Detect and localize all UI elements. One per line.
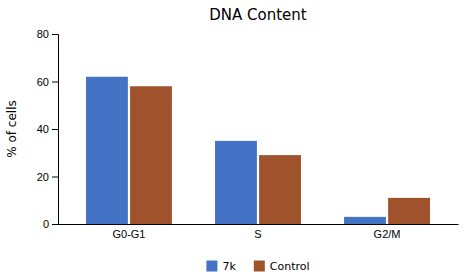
chart: 0 20 40 60 80 G0-G1 S G2/M DNA Content % of cells… <box>0 0 474 280</box>
bar <box>130 86 172 224</box>
x-tick-label: G2/M <box>374 228 401 240</box>
bar <box>388 198 430 224</box>
y-tick-mark <box>52 224 58 225</box>
y-tick: 0 <box>43 218 58 230</box>
legend-swatch <box>206 261 217 272</box>
y-tick: 40 <box>37 123 58 135</box>
y-tick: 20 <box>37 171 58 183</box>
y-axis-title: % of cells <box>5 100 19 158</box>
y-tick-label: 20 <box>37 171 49 183</box>
y-axis-line <box>52 35 59 225</box>
legend-label: Control <box>270 260 310 273</box>
legend-item: 7k <box>206 260 236 273</box>
legend-label: 7k <box>222 260 236 273</box>
y-tick: 80 <box>37 28 58 40</box>
title: DNA Content <box>209 6 307 24</box>
y-tick-label: 80 <box>37 28 49 40</box>
legend-item: Control <box>254 260 310 273</box>
x-axis-line <box>59 224 459 225</box>
bar <box>215 141 257 224</box>
plot: 0 20 40 60 80 G0-G1 S G2/M <box>37 28 459 240</box>
legend: 7k Control <box>206 260 309 273</box>
y-axis: 0 20 40 60 80 <box>37 28 59 230</box>
x-tick: G0-G1 <box>112 228 145 240</box>
x-tick-label: S <box>254 228 261 240</box>
y-tick-label: 60 <box>37 76 49 88</box>
bars <box>86 77 430 224</box>
bar <box>86 77 128 224</box>
y-tick-mark <box>52 34 58 35</box>
y-tick-mark <box>52 82 58 83</box>
x-tick-label: G0-G1 <box>112 228 145 240</box>
bar <box>344 217 386 224</box>
y-tick-label: 40 <box>37 123 49 135</box>
y-tick: 60 <box>37 76 58 88</box>
x-tick: S <box>254 228 261 240</box>
x-axis: G0-G1 S G2/M <box>59 225 459 240</box>
x-tick: G2/M <box>374 228 401 240</box>
y-tick-mark <box>52 129 58 130</box>
bar <box>259 155 301 224</box>
legend-swatch <box>254 261 265 272</box>
y-tick-label: 0 <box>43 218 49 230</box>
y-tick-mark <box>52 177 58 178</box>
